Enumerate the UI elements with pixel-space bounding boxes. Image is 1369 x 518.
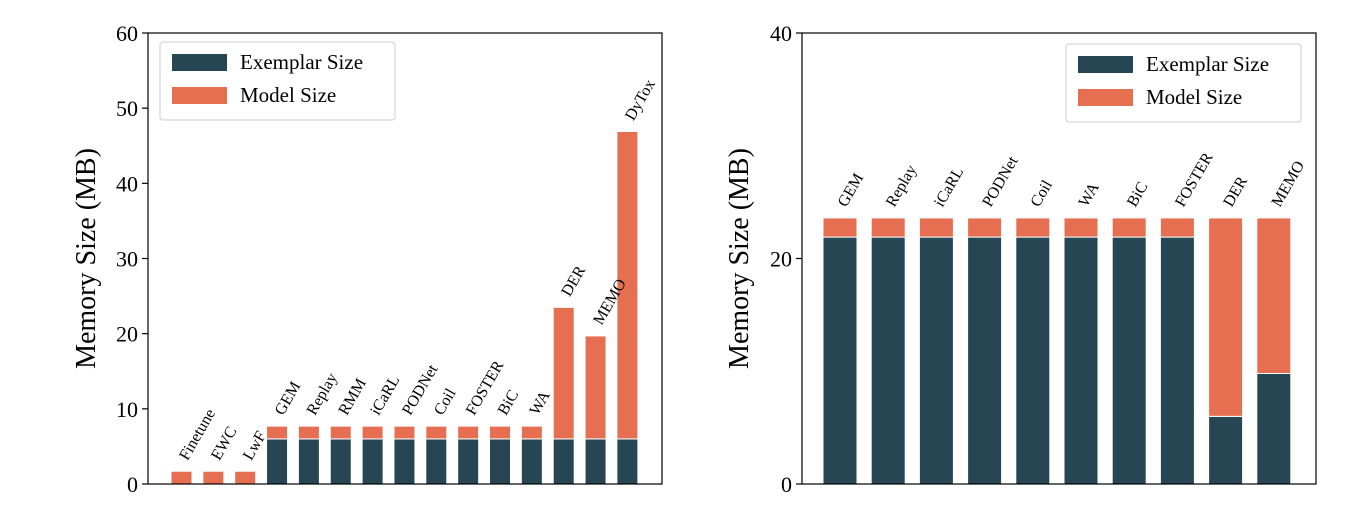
legend-swatch-model — [172, 87, 227, 104]
bar-model-podnet — [393, 425, 416, 440]
bar-label-der: DER — [1220, 173, 1251, 209]
y-tick-label: 10 — [116, 397, 138, 422]
bar-model-bic — [489, 425, 511, 440]
bar-model-replay — [870, 217, 906, 238]
bar-model-gem — [266, 425, 289, 440]
bars — [170, 130, 639, 485]
bar-label-der: DER — [558, 263, 589, 299]
bar-label-wa: WA — [1076, 179, 1103, 209]
bar-model-ewc — [202, 470, 225, 485]
y-tick-label: 20 — [116, 322, 138, 347]
y-tick-label: 20 — [770, 247, 792, 272]
bar-exemplar-bic — [489, 438, 511, 485]
bar-exemplar-bic — [1111, 236, 1147, 485]
bar-exemplar-icarl — [361, 438, 384, 485]
bar-label-replay: Replay — [883, 162, 920, 210]
bar-label-bic: BiC — [495, 387, 523, 418]
bar-exemplar-wa — [520, 438, 543, 485]
bar-model-bic — [1111, 217, 1147, 238]
bar-exemplar-foster — [1159, 236, 1195, 485]
y-tick-label: 50 — [116, 96, 138, 121]
y-tick-label: 40 — [770, 21, 792, 46]
bar-label-podnet: PODNet — [979, 153, 1022, 210]
bar-model-coil — [425, 425, 448, 440]
bar-exemplar-replay — [297, 438, 320, 485]
legend-swatch-exemplar — [172, 54, 227, 71]
bar-model-der — [1208, 217, 1244, 417]
bar-exemplar-dytox — [616, 438, 639, 485]
bar-exemplar-der — [552, 438, 575, 485]
y-tick-label: 30 — [116, 247, 138, 272]
y-axis-title: Memory Size (MB) — [724, 148, 755, 369]
bar-label-icarl: iCaRL — [931, 164, 967, 209]
bar-exemplar-memo — [1256, 373, 1292, 485]
bar-exemplar-podnet — [393, 438, 416, 485]
bar-model-memo — [1256, 217, 1292, 375]
legend-label-exemplar: Exemplar Size — [1146, 52, 1269, 76]
bar-exemplar-wa — [1063, 236, 1099, 485]
bar-model-gem — [822, 217, 858, 238]
bar-label-gem: GEM — [835, 171, 868, 210]
bar-model-foster — [457, 425, 480, 440]
bar-label-ewc: EWC — [208, 424, 240, 463]
bar-label-foster: FOSTER — [1172, 150, 1217, 210]
bar-label-icarl: iCaRL — [367, 373, 403, 418]
bar-exemplar-foster — [457, 438, 480, 485]
bar-exemplar-gem — [822, 236, 858, 485]
bar-label-rmm: RMM — [335, 376, 369, 418]
bar-label-wa: WA — [527, 388, 554, 418]
y-tick-label: 0 — [781, 472, 792, 497]
bar-model-foster — [1159, 217, 1195, 238]
bar-label-coil: Coil — [1028, 177, 1057, 210]
bar-exemplar-der — [1208, 415, 1244, 485]
y-tick-label: 40 — [116, 171, 138, 196]
bar-model-wa — [1063, 217, 1099, 238]
bar-label-memo: MEMO — [1269, 158, 1309, 210]
bar-exemplar-replay — [870, 236, 906, 485]
bar-model-der — [552, 306, 575, 440]
legend-swatch-exemplar — [1078, 56, 1133, 73]
legend: Exemplar Size Model Size — [1065, 43, 1302, 123]
bar-model-rmm — [329, 425, 352, 440]
bar-model-dytox — [616, 130, 639, 440]
legend: Exemplar Size Model Size — [159, 41, 396, 121]
bar-model-lwf — [234, 470, 257, 485]
bar-model-coil — [1015, 217, 1051, 238]
bar-exemplar-gem — [266, 438, 289, 485]
legend-swatch-model — [1078, 89, 1133, 106]
y-tick-label: 0 — [127, 472, 138, 497]
bar-model-replay — [297, 425, 320, 440]
bar-model-memo — [584, 335, 607, 440]
bar-model-icarl — [918, 217, 954, 238]
bar-exemplar-podnet — [967, 236, 1003, 485]
bar-label-gem: GEM — [272, 379, 305, 418]
bar-label-dytox: DyTox — [622, 77, 659, 124]
bar-exemplar-rmm — [329, 438, 352, 485]
bar-model-wa — [520, 425, 543, 440]
legend-label-model: Model Size — [240, 83, 336, 107]
bar-exemplar-coil — [425, 438, 448, 485]
chart-panel-2: GEM Replay iCaRL PODNet Coil WA BiC FOSTER DER ME… — [724, 21, 1317, 497]
y-axis-title: Memory Size (MB) — [71, 148, 102, 369]
bars — [822, 217, 1292, 485]
bar-model-icarl — [361, 425, 384, 440]
legend-label-exemplar: Exemplar Size — [240, 50, 363, 74]
bar-label-bic: BiC — [1124, 179, 1152, 210]
bar-exemplar-icarl — [918, 236, 954, 485]
bar-label-lwf: LwF — [240, 428, 270, 463]
bar-exemplar-coil — [1015, 236, 1051, 485]
bar-model-podnet — [967, 217, 1003, 238]
bar-label-coil: Coil — [431, 385, 460, 418]
y-tick-label: 60 — [116, 21, 138, 46]
legend-label-model: Model Size — [1146, 85, 1242, 109]
bar-model-finetune — [170, 470, 193, 485]
bar-exemplar-memo — [584, 438, 607, 485]
bar-label-replay: Replay — [304, 370, 341, 418]
